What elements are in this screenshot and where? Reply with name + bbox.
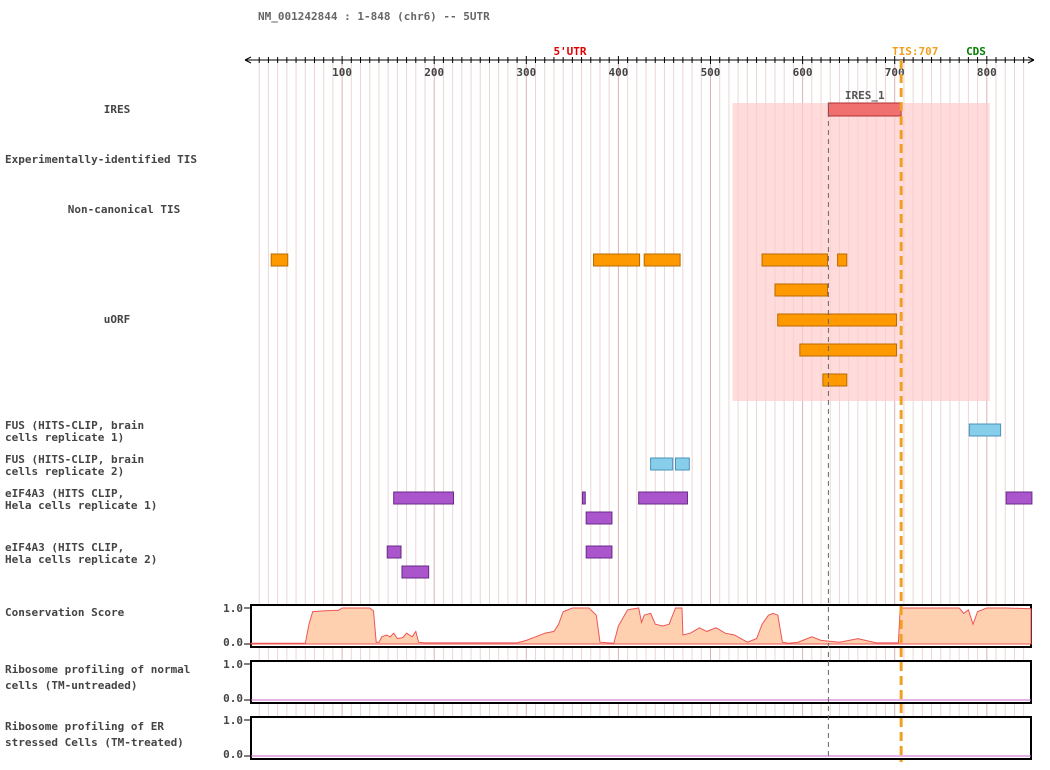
utr-label: 5'UTR (553, 45, 586, 58)
ribo-normal-track-label: Ribosome profiling of normal (5, 663, 190, 676)
axis-tick-label: 300 (516, 66, 536, 79)
axis-tick-label: 800 (977, 66, 997, 79)
fus2-track-label: FUS (HITS-CLIP, brain (5, 453, 144, 466)
ribo-normal-plot-frame (250, 660, 1032, 704)
ires-feature (827, 102, 902, 117)
eif4a3-rep2-track-label: eIF4A3 (HITS CLIP, (5, 541, 124, 554)
conservation-track-label: Conservation Score (5, 606, 125, 619)
eif4a3-rep1-peak (638, 491, 688, 505)
axis-tick-label: 500 (701, 66, 721, 79)
ribo-er-plot-frame (250, 716, 1032, 760)
marker-lines-layer (827, 60, 903, 762)
ribo-normal-plot-ymin: 0.0 (223, 692, 243, 705)
conservation-area (250, 607, 1032, 645)
fus2-peak (650, 457, 674, 471)
ribo-normal-track-label-2: cells (TM-untreaded) (5, 679, 137, 692)
uorf-feature (822, 373, 848, 387)
cds-label: CDS (966, 45, 986, 58)
exp-tis-track-label: Experimentally-identified TIS (5, 153, 197, 166)
fus2-track-label-2: cells replicate 2) (5, 465, 124, 478)
uorf-feature (643, 253, 681, 267)
uorf-track-label: uORF (104, 313, 131, 326)
track-labels-layer: IRES Experimentally-identified TIS Non-can… (5, 103, 197, 749)
uorf-feature (799, 343, 898, 357)
axis-tick-label: 400 (608, 66, 628, 79)
fus2-peak (675, 457, 690, 471)
ribo-er-track-label: Ribosome profiling of ER (5, 720, 164, 733)
eif4a3-rep1-peak (393, 491, 455, 505)
ribo-er-plot-ymax: 1.0 (223, 714, 243, 727)
axis-tick-label: 600 (793, 66, 813, 79)
tis-label: TIS:707 (892, 45, 938, 58)
conservation-plot-ymax: 1.0 (223, 602, 243, 615)
axis-left-arrow (244, 56, 252, 64)
ires-feature-label: IRES_1 (845, 89, 885, 102)
eif4a3-rep2-track-label-2: Hela cells replicate 2) (5, 553, 157, 566)
score-plots-layer: 1.0 0.0 1.0 0.0 1.0 0.0 (223, 602, 1032, 761)
ires-track-label: IRES (104, 103, 131, 116)
uorf-feature (270, 253, 289, 267)
position-axis: NM_001242844 : 1-848 (chr6) -- 5UTR 100 20… (244, 10, 1035, 79)
eif4a3-rep1-peak (581, 491, 586, 505)
uorf-feature (761, 253, 828, 267)
fus1-peak (968, 423, 1002, 437)
eif4a3-rep2-peak (386, 545, 402, 559)
uorf-feature (777, 313, 898, 327)
ribo-er-track-label-2: stressed Cells (TM-treated) (5, 736, 184, 749)
axis-tick-label: 100 (332, 66, 352, 79)
eif4a3-rep1-peak (1005, 491, 1033, 505)
eif4a3-rep1-track-label-2: Hela cells replicate 1) (5, 499, 157, 512)
eif4a3-rep2-peak (585, 545, 613, 559)
ribo-normal-plot-ymax: 1.0 (223, 658, 243, 671)
axis-tick-label: 200 (424, 66, 444, 79)
transcript-title: NM_001242844 : 1-848 (chr6) -- 5UTR (258, 10, 490, 23)
conservation-plot-ymin: 0.0 (223, 636, 243, 649)
uorf-feature (837, 253, 848, 267)
ribo-er-plot-ymin: 0.0 (223, 748, 243, 761)
fus1-track-label: FUS (HITS-CLIP, brain (5, 419, 144, 432)
axis-right-arrow (1027, 56, 1035, 64)
uorf-feature (593, 253, 641, 267)
features-layer: IRES_1 (270, 89, 1033, 579)
eif4a3-rep1-track-label: eIF4A3 (HITS CLIP, (5, 487, 124, 500)
fus1-track-label-2: cells replicate 1) (5, 431, 124, 444)
noncanonical-tis-track-label: Non-canonical TIS (68, 203, 181, 216)
eif4a3-rep2-peak (401, 565, 430, 579)
uorf-feature (774, 283, 828, 297)
eif4a3-rep1-peak (585, 511, 613, 525)
